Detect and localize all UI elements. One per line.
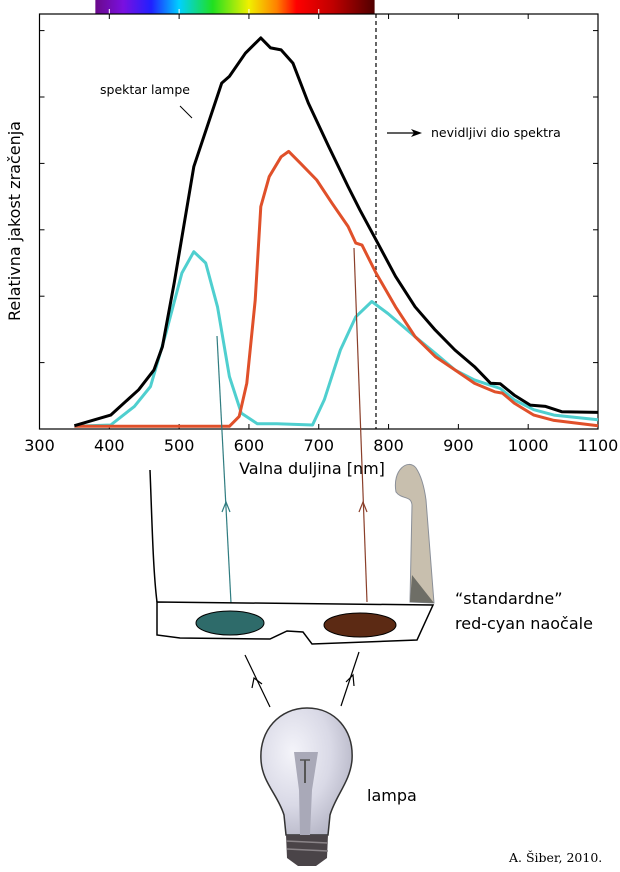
glasses-label-line1: “standardne” <box>455 589 563 608</box>
axis-ticks <box>39 14 599 429</box>
right-temple <box>394 463 435 604</box>
arrow-up-icon <box>251 676 263 689</box>
glasses-label-line2: red-cyan naočale <box>455 614 593 633</box>
arrow-up-icon <box>221 500 231 513</box>
light-bulb-icon <box>260 707 353 866</box>
series-line-spektar-lampe <box>73 36 599 428</box>
arrow-up-icon <box>345 673 355 687</box>
plot-frame <box>38 13 599 430</box>
x-tick-label: 700 <box>303 436 334 455</box>
invisible-spectrum-annotation: nevidljivi dio spektra <box>431 125 561 140</box>
series-line-cyan-filter <box>74 250 599 428</box>
left-temple <box>149 469 158 603</box>
x-axis-label: Valna duljina [nm] <box>239 459 385 478</box>
y-axis-label: Relativna jakost zračenja <box>5 121 24 321</box>
right-temple-shadow <box>410 575 434 603</box>
lamp-spectrum-annotation: spektar lampe <box>100 82 190 97</box>
cyan-ray <box>216 335 232 604</box>
lamp-label: lampa <box>367 786 417 805</box>
x-tick-label: 300 <box>24 436 55 455</box>
arrow-right-icon <box>387 129 422 137</box>
spectrum-bar-ticks <box>108 9 320 14</box>
red-lens <box>323 612 397 638</box>
series-line-red-filter <box>74 149 599 428</box>
x-tick-label: 900 <box>443 436 474 455</box>
x-tick-label: 500 <box>164 436 195 455</box>
red-cyan-glasses <box>149 463 435 645</box>
cyan-lens <box>195 610 265 636</box>
lamp-spectrum-pointer <box>179 105 193 119</box>
x-tick-label: 1100 <box>578 436 619 455</box>
arrow-up-icon <box>358 500 368 513</box>
light-arrows <box>244 651 360 708</box>
x-tick-label: 1000 <box>508 436 549 455</box>
visible-spectrum-bar <box>95 0 375 14</box>
x-tick-label: 800 <box>373 436 404 455</box>
x-tick-label: 400 <box>94 436 125 455</box>
series-group <box>73 36 599 428</box>
x-tick-labels: 300 400 500 600 700 800 900 1000 1100 <box>24 436 618 455</box>
x-tick-label: 600 <box>234 436 265 455</box>
red-ray <box>353 247 368 603</box>
spectrum-chart: 300 400 500 600 700 800 900 1000 1100 spektar la… <box>5 0 618 478</box>
credit: A. Šiber, 2010. <box>508 849 602 865</box>
